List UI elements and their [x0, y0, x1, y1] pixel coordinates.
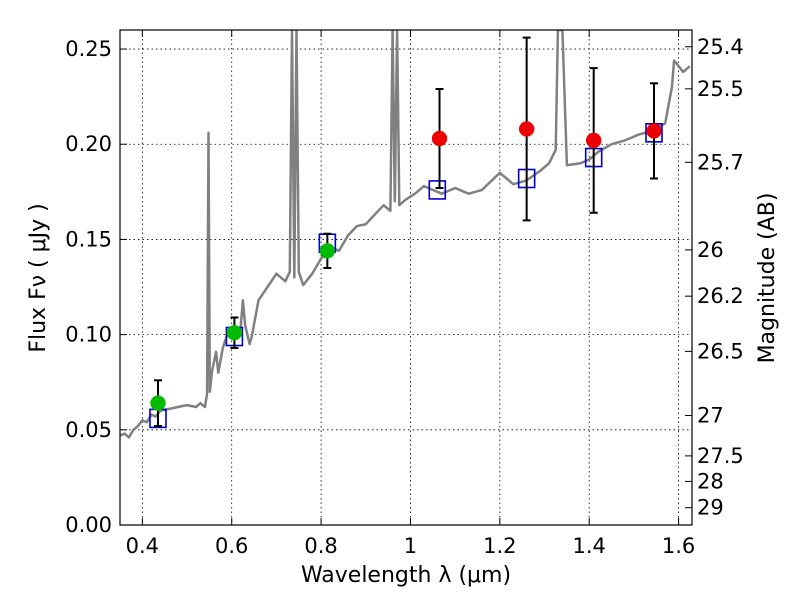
- magnitude-tick-label: 26.2: [697, 284, 744, 308]
- magnitude-tick-label: 25.4: [697, 35, 744, 59]
- observed-red-point: [646, 123, 662, 139]
- observed-red-point: [518, 121, 535, 137]
- model-curve-layer: [120, 30, 691, 439]
- y-axis-ticks: 0.00 0.05 0.10 0.15 0.20 0.25: [65, 37, 127, 537]
- x-tick-label: 0.6: [215, 534, 248, 558]
- magnitude-tick-label: 27.5: [697, 444, 744, 468]
- observed-green-point: [319, 243, 336, 259]
- magnitude-tick-label: 26: [697, 238, 724, 262]
- x-tick-label: 1.4: [573, 534, 606, 558]
- magnitude-tick-label: 25.7: [697, 150, 744, 174]
- observed-green-point: [226, 324, 243, 341]
- y-tick-label: 0.15: [65, 227, 112, 251]
- x-tick-label: 1: [404, 534, 417, 558]
- y-axis-label: Flux Fν ( μJy ): [26, 203, 51, 352]
- x-axis-ticks: 0.4 0.6 0.8 1 1.2 1.4 1.6: [126, 30, 695, 558]
- model-photometry-square: [428, 180, 447, 200]
- observed-red-point: [585, 132, 602, 149]
- magnitude-tick-label: 27: [697, 404, 724, 428]
- y-tick-label: 0.20: [65, 132, 112, 156]
- x-tick-label: 1.2: [483, 534, 516, 558]
- plot-frame: [119, 29, 693, 526]
- markers-layer: [149, 36, 663, 429]
- y-tick-label: 0.00: [65, 513, 112, 537]
- magnitude-axis-label: Magnitude (AB): [755, 193, 780, 364]
- x-tick-label: 1.6: [662, 534, 695, 558]
- magnitude-tick-label: 26.5: [697, 339, 744, 363]
- magnitude-tick-label: 25.5: [697, 77, 744, 101]
- grid-lines: [120, 30, 692, 526]
- model-sed-curve: [120, 30, 691, 439]
- y-tick-label: 0.10: [65, 323, 112, 347]
- x-tick-label: 0.4: [126, 534, 159, 558]
- magnitude-axis-ticks: 25.4 25.5 25.7 26 26.2 26.5 27 27.528 29: [685, 35, 744, 520]
- magnitude-tick-label: 28: [697, 469, 724, 493]
- magnitude-tick-label: 29: [697, 496, 724, 520]
- x-tick-label: 0.8: [304, 534, 337, 558]
- observed-red-point: [431, 130, 448, 147]
- x-axis-label: Wavelength λ (μm): [301, 563, 511, 588]
- y-tick-label: 0.05: [65, 418, 112, 442]
- observed-green-point: [150, 395, 166, 411]
- y-tick-label: 0.25: [65, 37, 112, 61]
